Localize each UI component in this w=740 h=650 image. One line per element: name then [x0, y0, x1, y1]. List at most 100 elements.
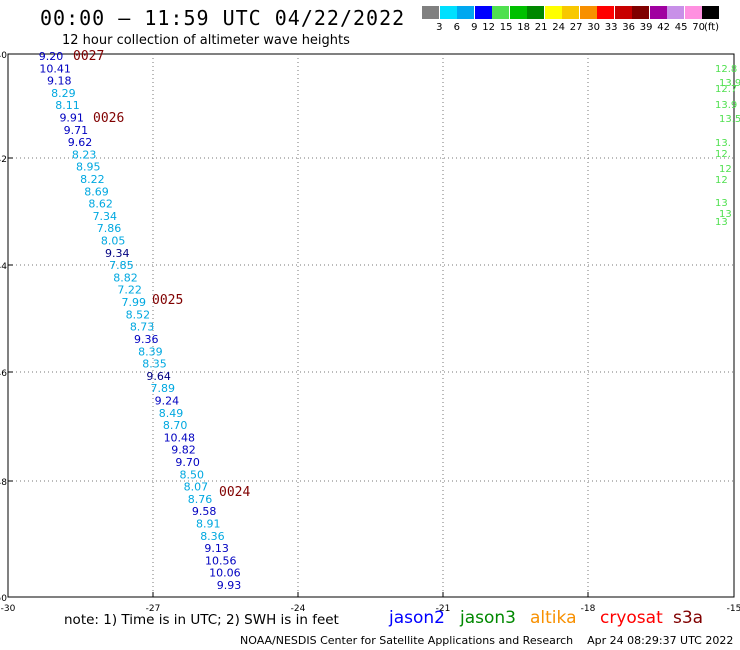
color-scale-tick: 6: [453, 22, 460, 33]
color-scale-unit: (ft): [704, 22, 720, 33]
color-scale-swatch: [422, 6, 439, 19]
swh-value-label: 8.50: [179, 468, 204, 481]
swh-value-label: 8.82: [113, 271, 138, 284]
credit-text: NOAA/NESDIS Center for Satellite Applica…: [240, 634, 574, 647]
swh-value-label: 9.91: [59, 112, 84, 125]
swh-value-label: 7.85: [109, 259, 134, 272]
color-scale-swatch: [474, 6, 492, 19]
color-scale-tick: 15: [499, 22, 513, 33]
color-scale-tick: 70: [692, 22, 705, 33]
swh-value-label-edge: 12.7: [715, 84, 737, 95]
y-tick-label: -42: [0, 155, 7, 165]
swh-value-label: 9.20: [39, 50, 64, 63]
color-scale-swatch: [527, 6, 544, 19]
swh-value-label-edge: 12.: [715, 149, 731, 160]
swh-value-label: 9.64: [146, 370, 171, 383]
swh-value-label: 9.24: [155, 394, 180, 407]
pass-time-label: 0027: [73, 49, 104, 64]
y-tick-label: -50: [0, 594, 7, 604]
swh-value-label: 7.86: [97, 222, 122, 235]
color-scale-swatch: [457, 6, 474, 19]
swh-value-label: 9.58: [192, 505, 217, 518]
color-scale-tick: 18: [517, 22, 530, 33]
swh-value-label-edge: 12: [715, 175, 728, 186]
swh-value-label-edge: 13.5: [719, 114, 740, 125]
swh-value-label-edge: 13.9: [715, 100, 737, 111]
color-scale-swatch: [667, 6, 684, 19]
color-scale-tick: 39: [639, 22, 653, 33]
swh-value-label: 8.69: [84, 185, 109, 198]
x-tick-label: -15: [727, 604, 740, 614]
swh-value-label: 10.41: [39, 62, 71, 75]
color-scale-tick: 21: [534, 22, 548, 33]
swh-value-label: 8.07: [184, 481, 209, 494]
satellite-altika: altika: [530, 608, 577, 628]
swh-value-label-edge: 12.8: [715, 64, 737, 75]
swh-value-label: 7.89: [151, 382, 176, 395]
color-scale-swatch: [579, 6, 597, 19]
swh-value-label: 8.29: [51, 87, 76, 100]
swh-value-label: 8.36: [200, 530, 225, 543]
swh-value-label: 8.95: [76, 161, 101, 174]
swh-value-label: 9.71: [64, 124, 89, 137]
color-scale-swatch: [439, 6, 457, 19]
swh-value-label: 9.36: [134, 333, 159, 346]
x-tick-label: -18: [581, 604, 596, 614]
y-tick-label: -44: [0, 262, 7, 272]
swh-value-label: 8.22: [80, 173, 105, 186]
color-scale-tick: 12: [482, 22, 495, 33]
color-scale-swatch: [562, 6, 579, 19]
swh-value-label: 9.62: [68, 136, 93, 149]
swh-value-label: 9.34: [105, 247, 130, 260]
color-scale-swatch: [702, 6, 719, 19]
swh-value-label: 8.73: [130, 321, 155, 334]
swh-value-label: 9.18: [47, 75, 72, 88]
color-scale-tick: 45: [674, 22, 688, 33]
swh-value-label-edge: 13.: [715, 138, 731, 149]
plot-frame: [7, 53, 735, 598]
y-tick-label: -40: [0, 51, 7, 61]
swh-value-label: 8.52: [126, 308, 151, 321]
swh-value-label-edge: 13: [715, 198, 728, 209]
credit-line: NOAA/NESDIS Center for Satellite Applica…: [240, 634, 733, 647]
swh-value-label: 10.48: [164, 431, 196, 444]
swh-value-label: 9.82: [171, 444, 196, 457]
color-scale-tick: 27: [569, 22, 583, 33]
swh-value-label: 8.11: [55, 99, 80, 112]
swh-value-label-edge: 13: [715, 217, 728, 228]
satellite-jason3: jason3: [460, 608, 516, 628]
color-scale-swatch: [649, 6, 667, 19]
generated-timestamp: Apr 24 08:29:37 UTC 2022: [587, 634, 734, 647]
color-scale-tick: 30: [587, 22, 600, 33]
pass-time-label: 0026: [93, 111, 124, 126]
swh-value-label: 8.62: [88, 198, 113, 211]
satellite-jason2: jason2: [389, 608, 445, 628]
pass-time-label: 0025: [152, 293, 183, 308]
swh-value-label: 8.76: [188, 493, 213, 506]
satellite-s3a: s3a: [673, 608, 704, 628]
color-scale-tick: 33: [604, 22, 618, 33]
satellite-cryosat: cryosat: [600, 608, 663, 628]
x-tick-label: -30: [1, 604, 16, 614]
swh-value-label: 9.13: [204, 542, 229, 555]
color-scale-swatch: [632, 6, 649, 19]
swh-value-label: 8.91: [196, 517, 221, 530]
y-tick-label: -46: [0, 369, 7, 379]
swh-value-label: 8.23: [72, 148, 97, 161]
swh-value-label: 10.56: [205, 554, 237, 567]
x-tick-label: -21: [436, 604, 451, 614]
color-scale-tick: 9: [471, 22, 478, 33]
swh-value-label: 9.93: [217, 579, 242, 592]
swh-value-label: 9.70: [175, 456, 200, 469]
swh-value-label: 8.05: [101, 235, 126, 248]
pass-time-label: 0024: [219, 485, 250, 500]
swh-value-label: 7.22: [117, 284, 142, 297]
color-scale-swatch: [597, 6, 614, 19]
swh-value-label-edge: 12: [719, 164, 732, 175]
color-scale-swatch: [509, 6, 527, 19]
map-subtitle: 12 hour collection of altimeter wave hei…: [62, 33, 350, 48]
swh-value-label: 8.39: [138, 345, 163, 358]
map-title: 00:00 – 11:59 UTC 04/22/2022: [40, 6, 406, 30]
color-scale-tick: 36: [622, 22, 635, 33]
